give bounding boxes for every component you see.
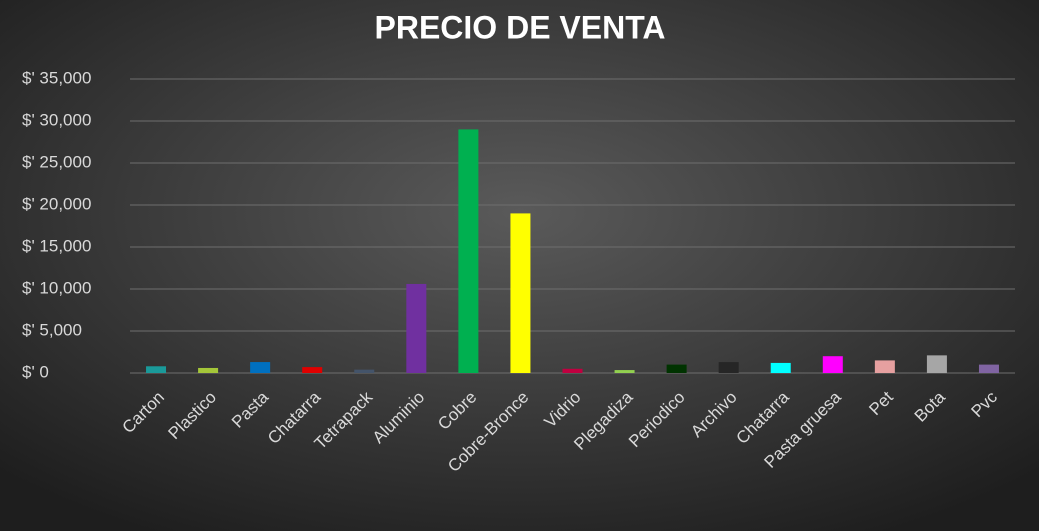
bar — [978, 364, 999, 373]
bar — [614, 370, 635, 373]
bar — [510, 213, 531, 373]
bar — [666, 364, 687, 373]
y-tick-label: $' 20,000 — [22, 194, 91, 213]
chart-title: PRECIO DE VENTA — [375, 9, 666, 45]
bar — [926, 355, 947, 373]
bar — [406, 283, 427, 373]
y-tick-label: $' 5,000 — [22, 320, 82, 339]
bar — [562, 368, 583, 373]
y-tick-label: $' 10,000 — [22, 278, 91, 297]
bar — [302, 367, 323, 373]
y-tick-label: $' 15,000 — [22, 236, 91, 255]
bar — [718, 362, 739, 373]
bar — [458, 129, 479, 373]
bar — [354, 369, 375, 373]
bar — [822, 356, 843, 373]
y-tick-label: $' 0 — [22, 362, 49, 381]
y-tick-label: $' 35,000 — [22, 68, 91, 87]
bar — [770, 362, 791, 373]
y-tick-label: $' 30,000 — [22, 110, 91, 129]
bar — [250, 362, 271, 373]
y-tick-label: $' 25,000 — [22, 152, 91, 171]
bar — [146, 366, 167, 373]
bar — [198, 367, 219, 373]
bar — [874, 360, 895, 373]
